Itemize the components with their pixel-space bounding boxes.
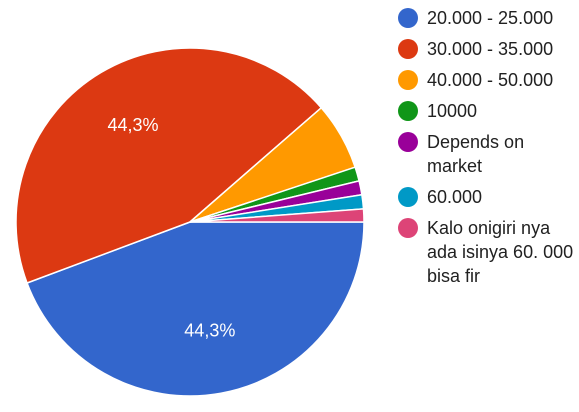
- legend-swatch: [398, 8, 418, 28]
- legend-item-3[interactable]: 40.000 - 50.000: [398, 68, 578, 92]
- legend-item-1[interactable]: 20.000 - 25.000: [398, 6, 578, 30]
- pie-slices: [15, 47, 365, 397]
- legend-label: 10000: [427, 101, 478, 121]
- legend-swatch: [398, 132, 418, 152]
- legend-label: 20.000 - 25.000: [427, 8, 554, 28]
- slice-data-label-1: 44,3%: [184, 320, 235, 340]
- legend-swatch: [398, 70, 418, 90]
- legend-label: 60.000: [427, 187, 483, 207]
- legend-item-7[interactable]: Kalo onigiri nya ada isinya 60. 000 bisa…: [398, 216, 578, 288]
- chart-legend: 20.000 - 25.000 30.000 - 35.000 40.000 - 5…: [398, 6, 578, 295]
- pie-slice-2[interactable]: [15, 47, 323, 284]
- legend-label: 40.000 - 50.000: [427, 70, 554, 90]
- legend-swatch: [398, 101, 418, 121]
- pie-slice-1[interactable]: [26, 221, 365, 397]
- legend-swatch: [398, 187, 418, 207]
- legend-label: Depends on market: [427, 132, 525, 176]
- legend-swatch: [398, 39, 418, 59]
- legend-item-6[interactable]: 60.000: [398, 185, 578, 209]
- legend-label: 30.000 - 35.000: [427, 39, 554, 59]
- legend-item-4[interactable]: 10000: [398, 99, 578, 123]
- legend-item-2[interactable]: 30.000 - 35.000: [398, 37, 578, 61]
- legend-swatch: [398, 218, 418, 238]
- slice-data-label-2: 44,3%: [107, 115, 158, 135]
- pie-slice-labels: 44,3% 44,3%: [107, 115, 235, 340]
- pie-slice-7[interactable]: [189, 208, 365, 223]
- legend-label: Kalo onigiri nya ada isinya 60. 000 bisa…: [427, 218, 574, 286]
- legend-item-5[interactable]: Depends on market: [398, 130, 578, 178]
